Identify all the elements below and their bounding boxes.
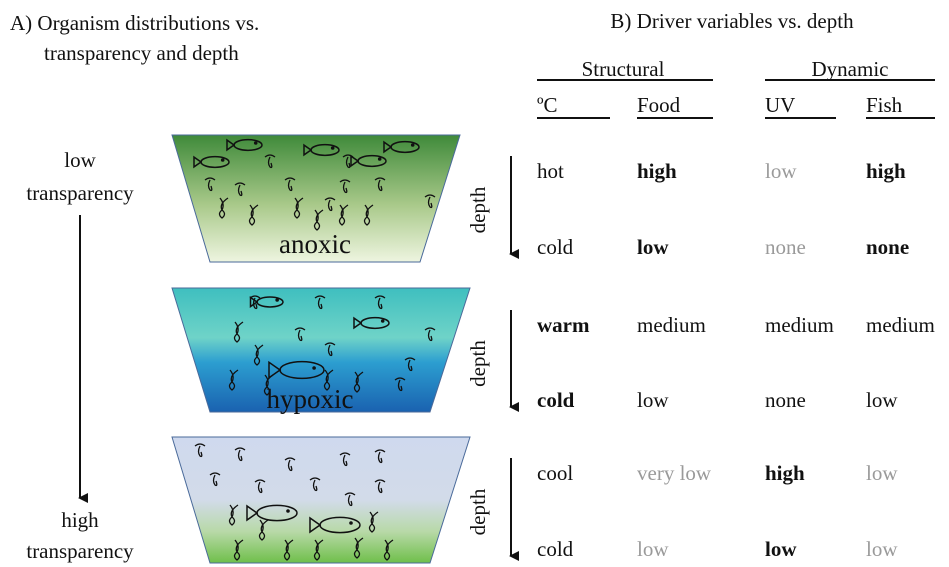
table-cell: none — [866, 235, 909, 259]
table-cell: cool — [537, 461, 573, 485]
table-cell: medium — [866, 313, 935, 337]
table-cell: warm — [537, 313, 590, 337]
depth-label: depth — [466, 488, 490, 535]
panel-b-title: B) Driver variables vs. depth — [610, 9, 854, 33]
column-header: ºC — [537, 93, 558, 117]
depth-label: depth — [466, 186, 490, 233]
fish-eye — [275, 298, 279, 302]
fish-eye — [349, 521, 353, 525]
group-header: Structural — [582, 57, 665, 81]
table-cell: cold — [537, 235, 574, 259]
table-cell: low — [866, 537, 898, 561]
fish-eye — [411, 143, 415, 147]
table-cell: low — [637, 537, 669, 561]
panel-a-title: transparency and depth — [44, 41, 239, 65]
table-cell: low — [866, 461, 898, 485]
table-cell: cold — [537, 537, 574, 561]
lake-label: hypoxic — [267, 384, 354, 414]
table-cell: low — [637, 388, 669, 412]
table-cell: low — [765, 159, 797, 183]
group-header: Dynamic — [812, 57, 889, 81]
depth-label: depth — [466, 340, 490, 387]
low-label: low — [64, 148, 96, 172]
low-label: transparency — [26, 181, 134, 205]
table-cell: high — [765, 461, 805, 485]
table-cell: low — [765, 537, 797, 561]
high-label: transparency — [26, 539, 134, 563]
table-cell: none — [765, 388, 806, 412]
fish-eye — [331, 146, 335, 150]
table-cell: very low — [637, 461, 712, 485]
high-label: high — [61, 508, 99, 532]
table-cell: medium — [765, 313, 834, 337]
table-cell: cold — [537, 388, 575, 412]
column-header: UV — [765, 93, 795, 117]
fish-eye — [381, 319, 385, 323]
fish-eye — [286, 509, 290, 513]
fish-eye — [312, 366, 316, 370]
table-cell: none — [765, 235, 806, 259]
diagram: A) Organism distributions vs. transparen… — [0, 0, 949, 567]
fish-eye — [221, 158, 225, 162]
table-cell: medium — [637, 313, 706, 337]
panel-a-title: A) Organism distributions vs. — [10, 11, 259, 35]
table-cell: high — [866, 159, 906, 183]
table-cell: low — [866, 388, 898, 412]
fish-eye — [254, 141, 258, 145]
column-header: Fish — [866, 93, 903, 117]
table-cell: hot — [537, 159, 564, 183]
table-cell: low — [637, 235, 669, 259]
lake-label: anoxic — [279, 229, 351, 259]
column-header: Food — [637, 93, 681, 117]
table-cell: high — [637, 159, 677, 183]
lake — [172, 437, 470, 563]
fish-eye — [378, 157, 382, 161]
